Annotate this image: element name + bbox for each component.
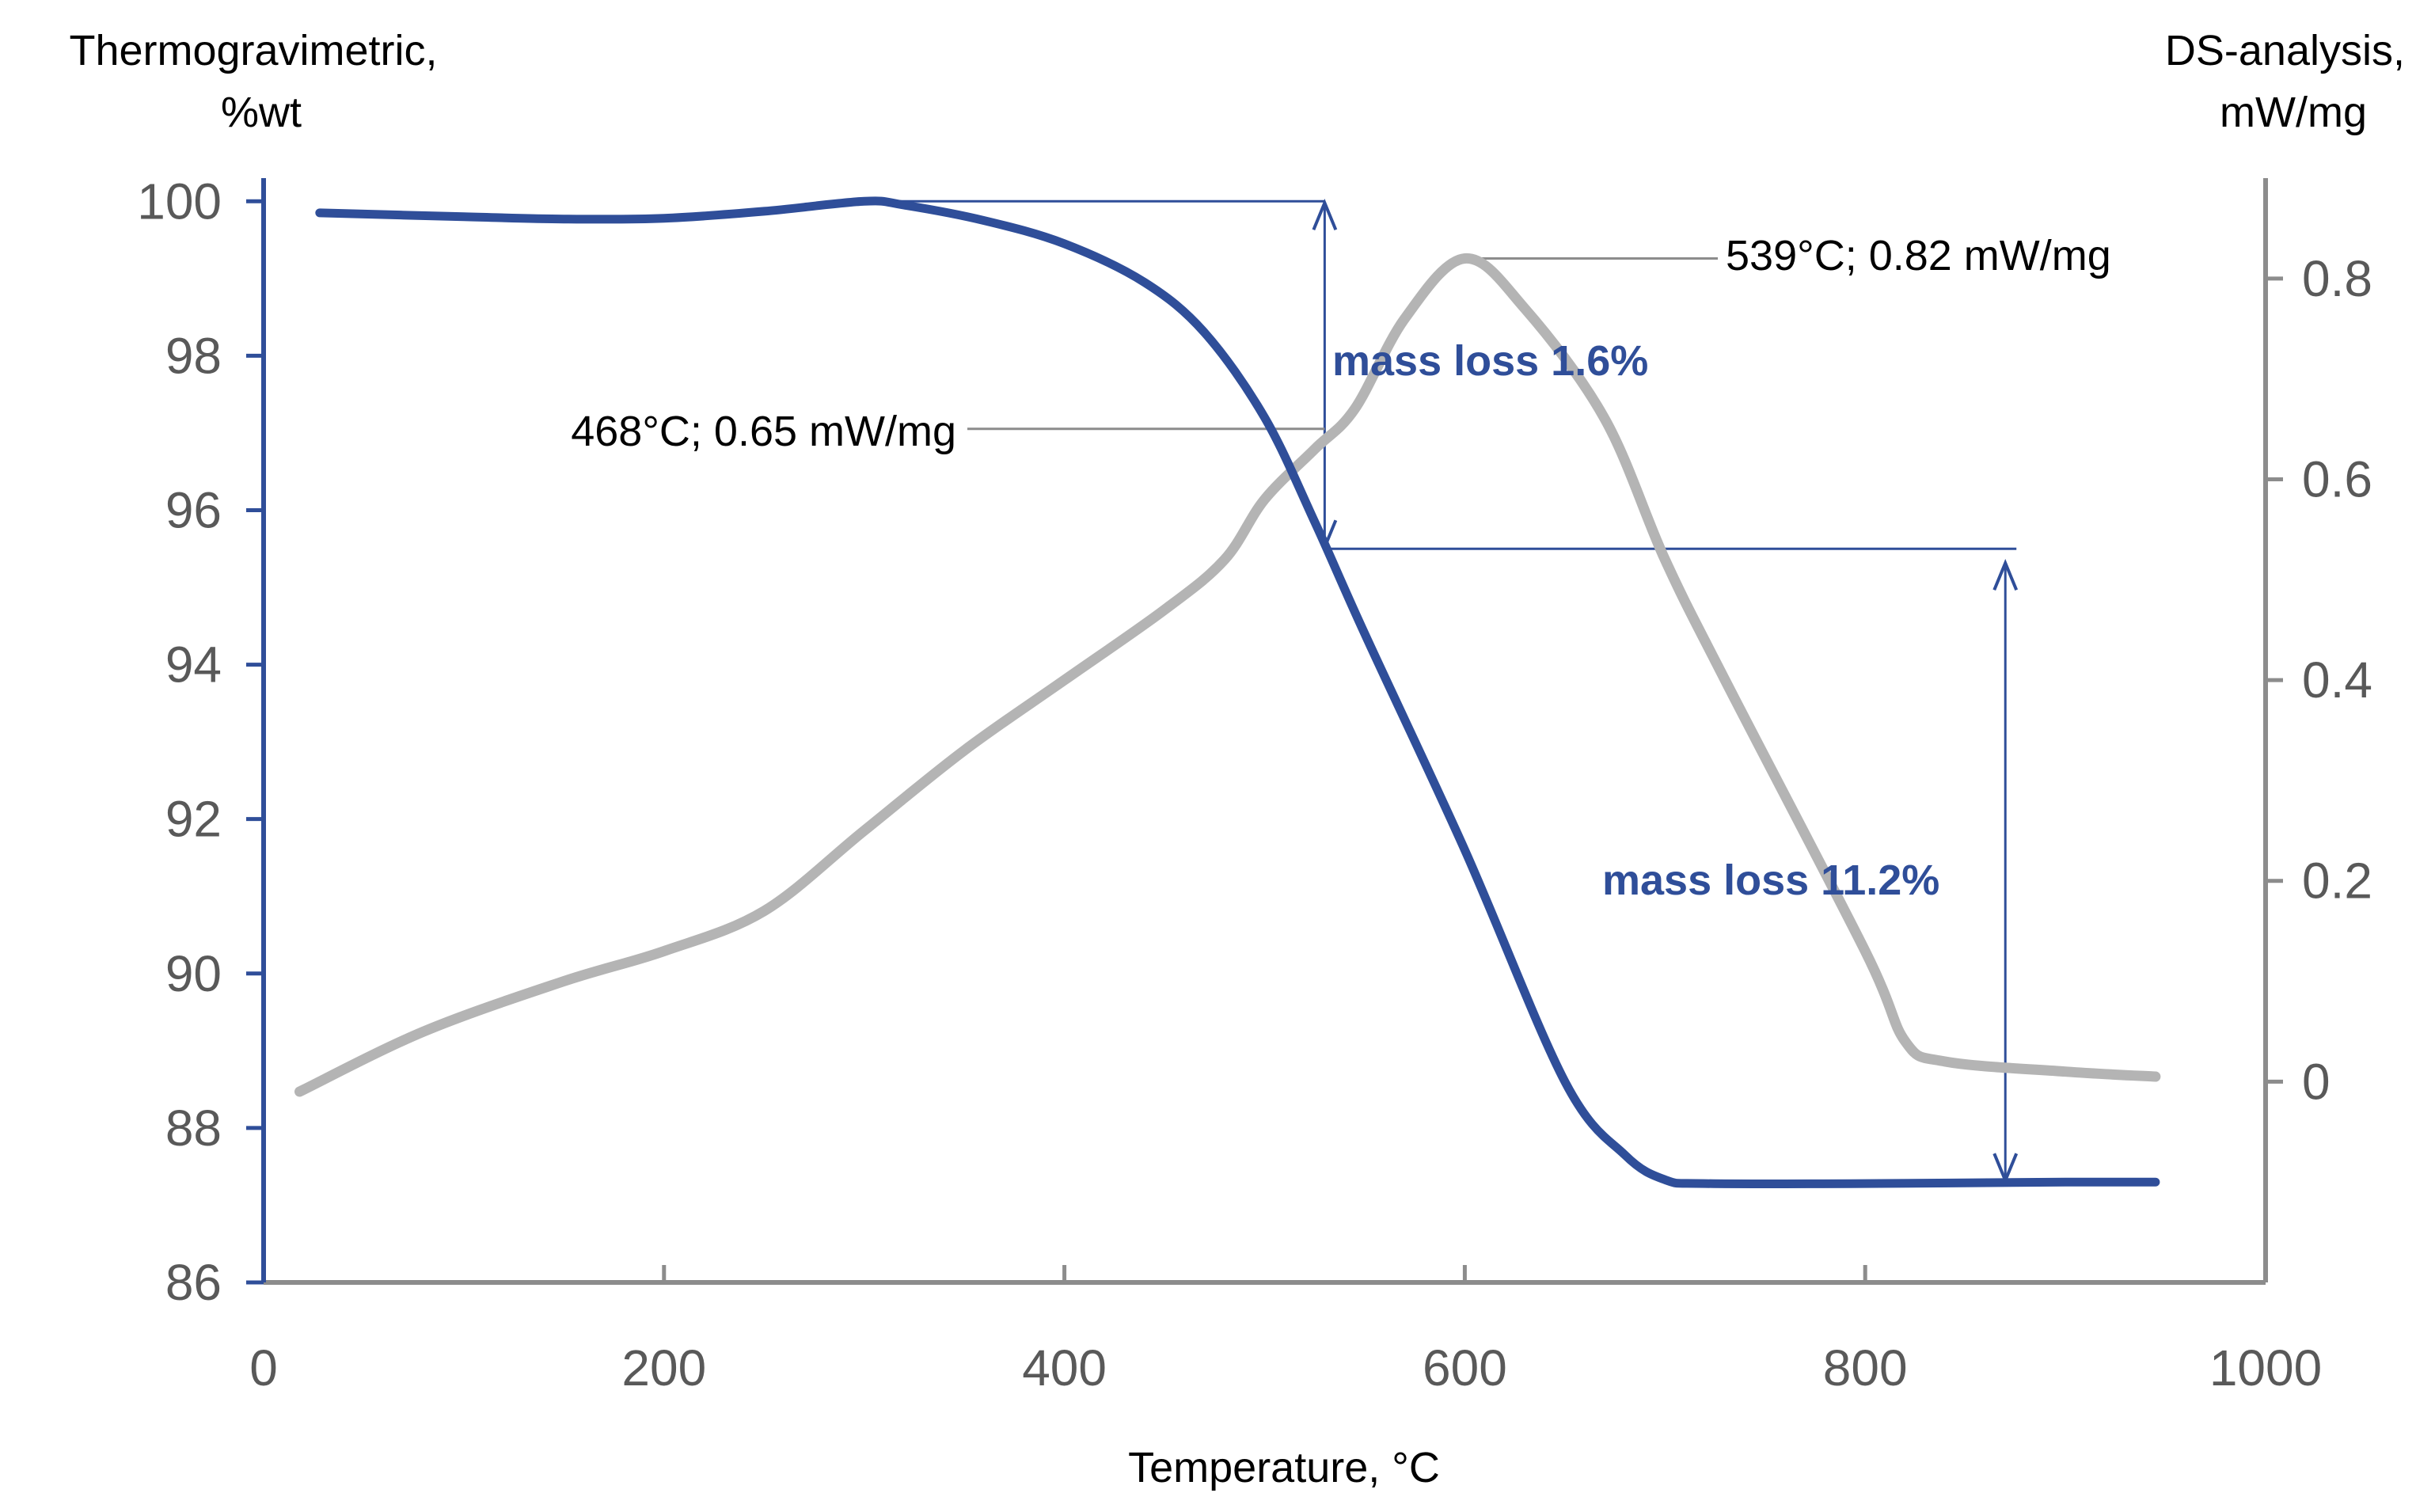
x-ticks: 0 200 400 600 800 1000 [249,1265,2322,1396]
y-right-ticks: 0 0.2 0.4 0.6 0.8 [2266,250,2372,1110]
y-left-tick-label: 100 [137,173,222,230]
annotation-peak-539: 539°C; 0.82 mW/mg [1726,232,2111,279]
y-right-tick-label: 0 [2302,1053,2331,1110]
x-tick-label: 400 [1022,1339,1107,1396]
y-right-title-line2: mW/mg [2220,89,2367,136]
y-left-title-line2: %wt [221,89,302,136]
annotation-mass-loss-1: mass loss 1.6% [1332,337,1648,385]
y-left-tick-label: 88 [165,1100,222,1157]
series-ds-analysis-line [294,253,2161,1097]
y-right-title-line1: DS-analysis, [2165,27,2405,74]
x-tick-label: 0 [249,1339,278,1396]
y-left-tick-label: 92 [165,791,222,848]
y-right-tick-label: 0.4 [2302,652,2372,709]
y-left-tick-label: 98 [165,327,222,384]
annotation-lines [864,199,2019,1185]
x-tick-label: 600 [1423,1339,1507,1396]
x-tick-label: 200 [621,1339,706,1396]
series-thermogravimetric-line [315,196,2160,1189]
x-tick-label: 800 [1823,1339,1908,1396]
axes [261,178,2268,1285]
y-left-tick-label: 96 [165,481,222,538]
y-left-title-line1: Thermogravimetric, [69,27,437,74]
annotation-mass-loss-2: mass loss 11.2% [1602,857,1939,904]
arrow-head-icon [1992,558,2019,591]
x-tick-label: 1000 [2209,1339,2322,1396]
arrow-head-icon [1312,199,1338,231]
y-right-tick-label: 0.2 [2302,853,2372,910]
y-left-ticks: 86 88 90 92 94 96 98 100 [137,173,264,1311]
y-left-tick-label: 94 [165,636,222,693]
y-left-tick-label: 90 [165,945,222,1002]
annotation-peak-468: 468°C; 0.65 mW/mg [571,408,956,455]
y-left-tick-label: 86 [165,1254,222,1311]
y-right-tick-label: 0.6 [2302,450,2372,507]
y-right-tick-label: 0.8 [2302,250,2372,307]
x-axis-title: Temperature, °C [1128,1444,1440,1491]
